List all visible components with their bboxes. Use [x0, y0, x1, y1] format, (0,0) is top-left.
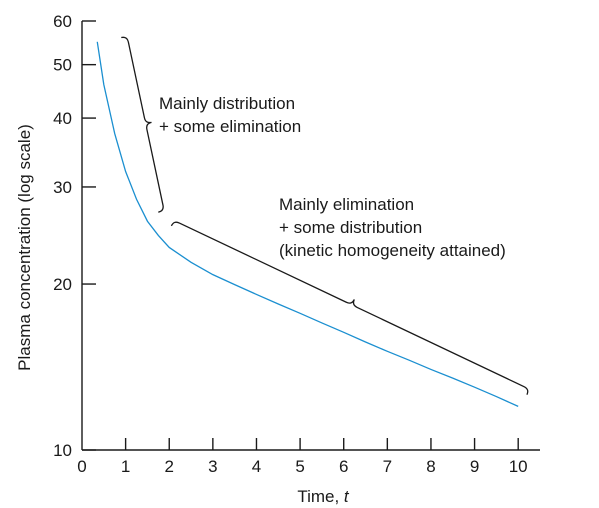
x-tick-label: 7: [383, 457, 392, 476]
x-tick-label: 10: [509, 457, 528, 476]
x-tick-label: 5: [295, 457, 304, 476]
x-axis-label: Time, t: [297, 487, 350, 506]
x-tick-label: 4: [252, 457, 261, 476]
annotation-text: (kinetic homogeneity attained): [279, 241, 506, 260]
series-line: [96, 41, 519, 407]
annotation-layer: Mainly distribution + some elimination Mai…: [121, 36, 529, 395]
y-tick-label: 30: [53, 178, 72, 197]
x-tick-label: 9: [470, 457, 479, 476]
x-ticks: 0 1 2 3 4 5 6 7 8 9 10: [77, 438, 528, 476]
axes: [81, 21, 540, 451]
series-layer: [96, 41, 519, 407]
x-axis-label-variable: t: [344, 487, 350, 506]
annotation-brace: [121, 36, 164, 213]
annotation-brace: [170, 221, 529, 395]
x-tick-label: 0: [77, 457, 86, 476]
x-tick-label: 6: [339, 457, 348, 476]
x-tick-label: 1: [121, 457, 130, 476]
y-tick-label: 40: [53, 109, 72, 128]
x-tick-label: 8: [426, 457, 435, 476]
y-tick-label: 20: [53, 275, 72, 294]
x-tick-label: 2: [165, 457, 174, 476]
y-tick-label: 60: [53, 12, 72, 31]
annotation-text: Mainly elimination: [279, 195, 414, 214]
y-axis-label: Plasma concentration (log scale): [15, 124, 34, 371]
annotation-text: + some distribution: [279, 218, 422, 237]
annotation-text: Mainly distribution: [159, 94, 295, 113]
y-ticks: 10 20 30 40 50 60: [53, 12, 96, 460]
x-tick-label: 3: [208, 457, 217, 476]
annotation-text: + some elimination: [159, 117, 301, 136]
x-axis-label-main: Time,: [297, 487, 344, 506]
y-tick-label: 10: [53, 441, 72, 460]
y-tick-label: 50: [53, 56, 72, 75]
